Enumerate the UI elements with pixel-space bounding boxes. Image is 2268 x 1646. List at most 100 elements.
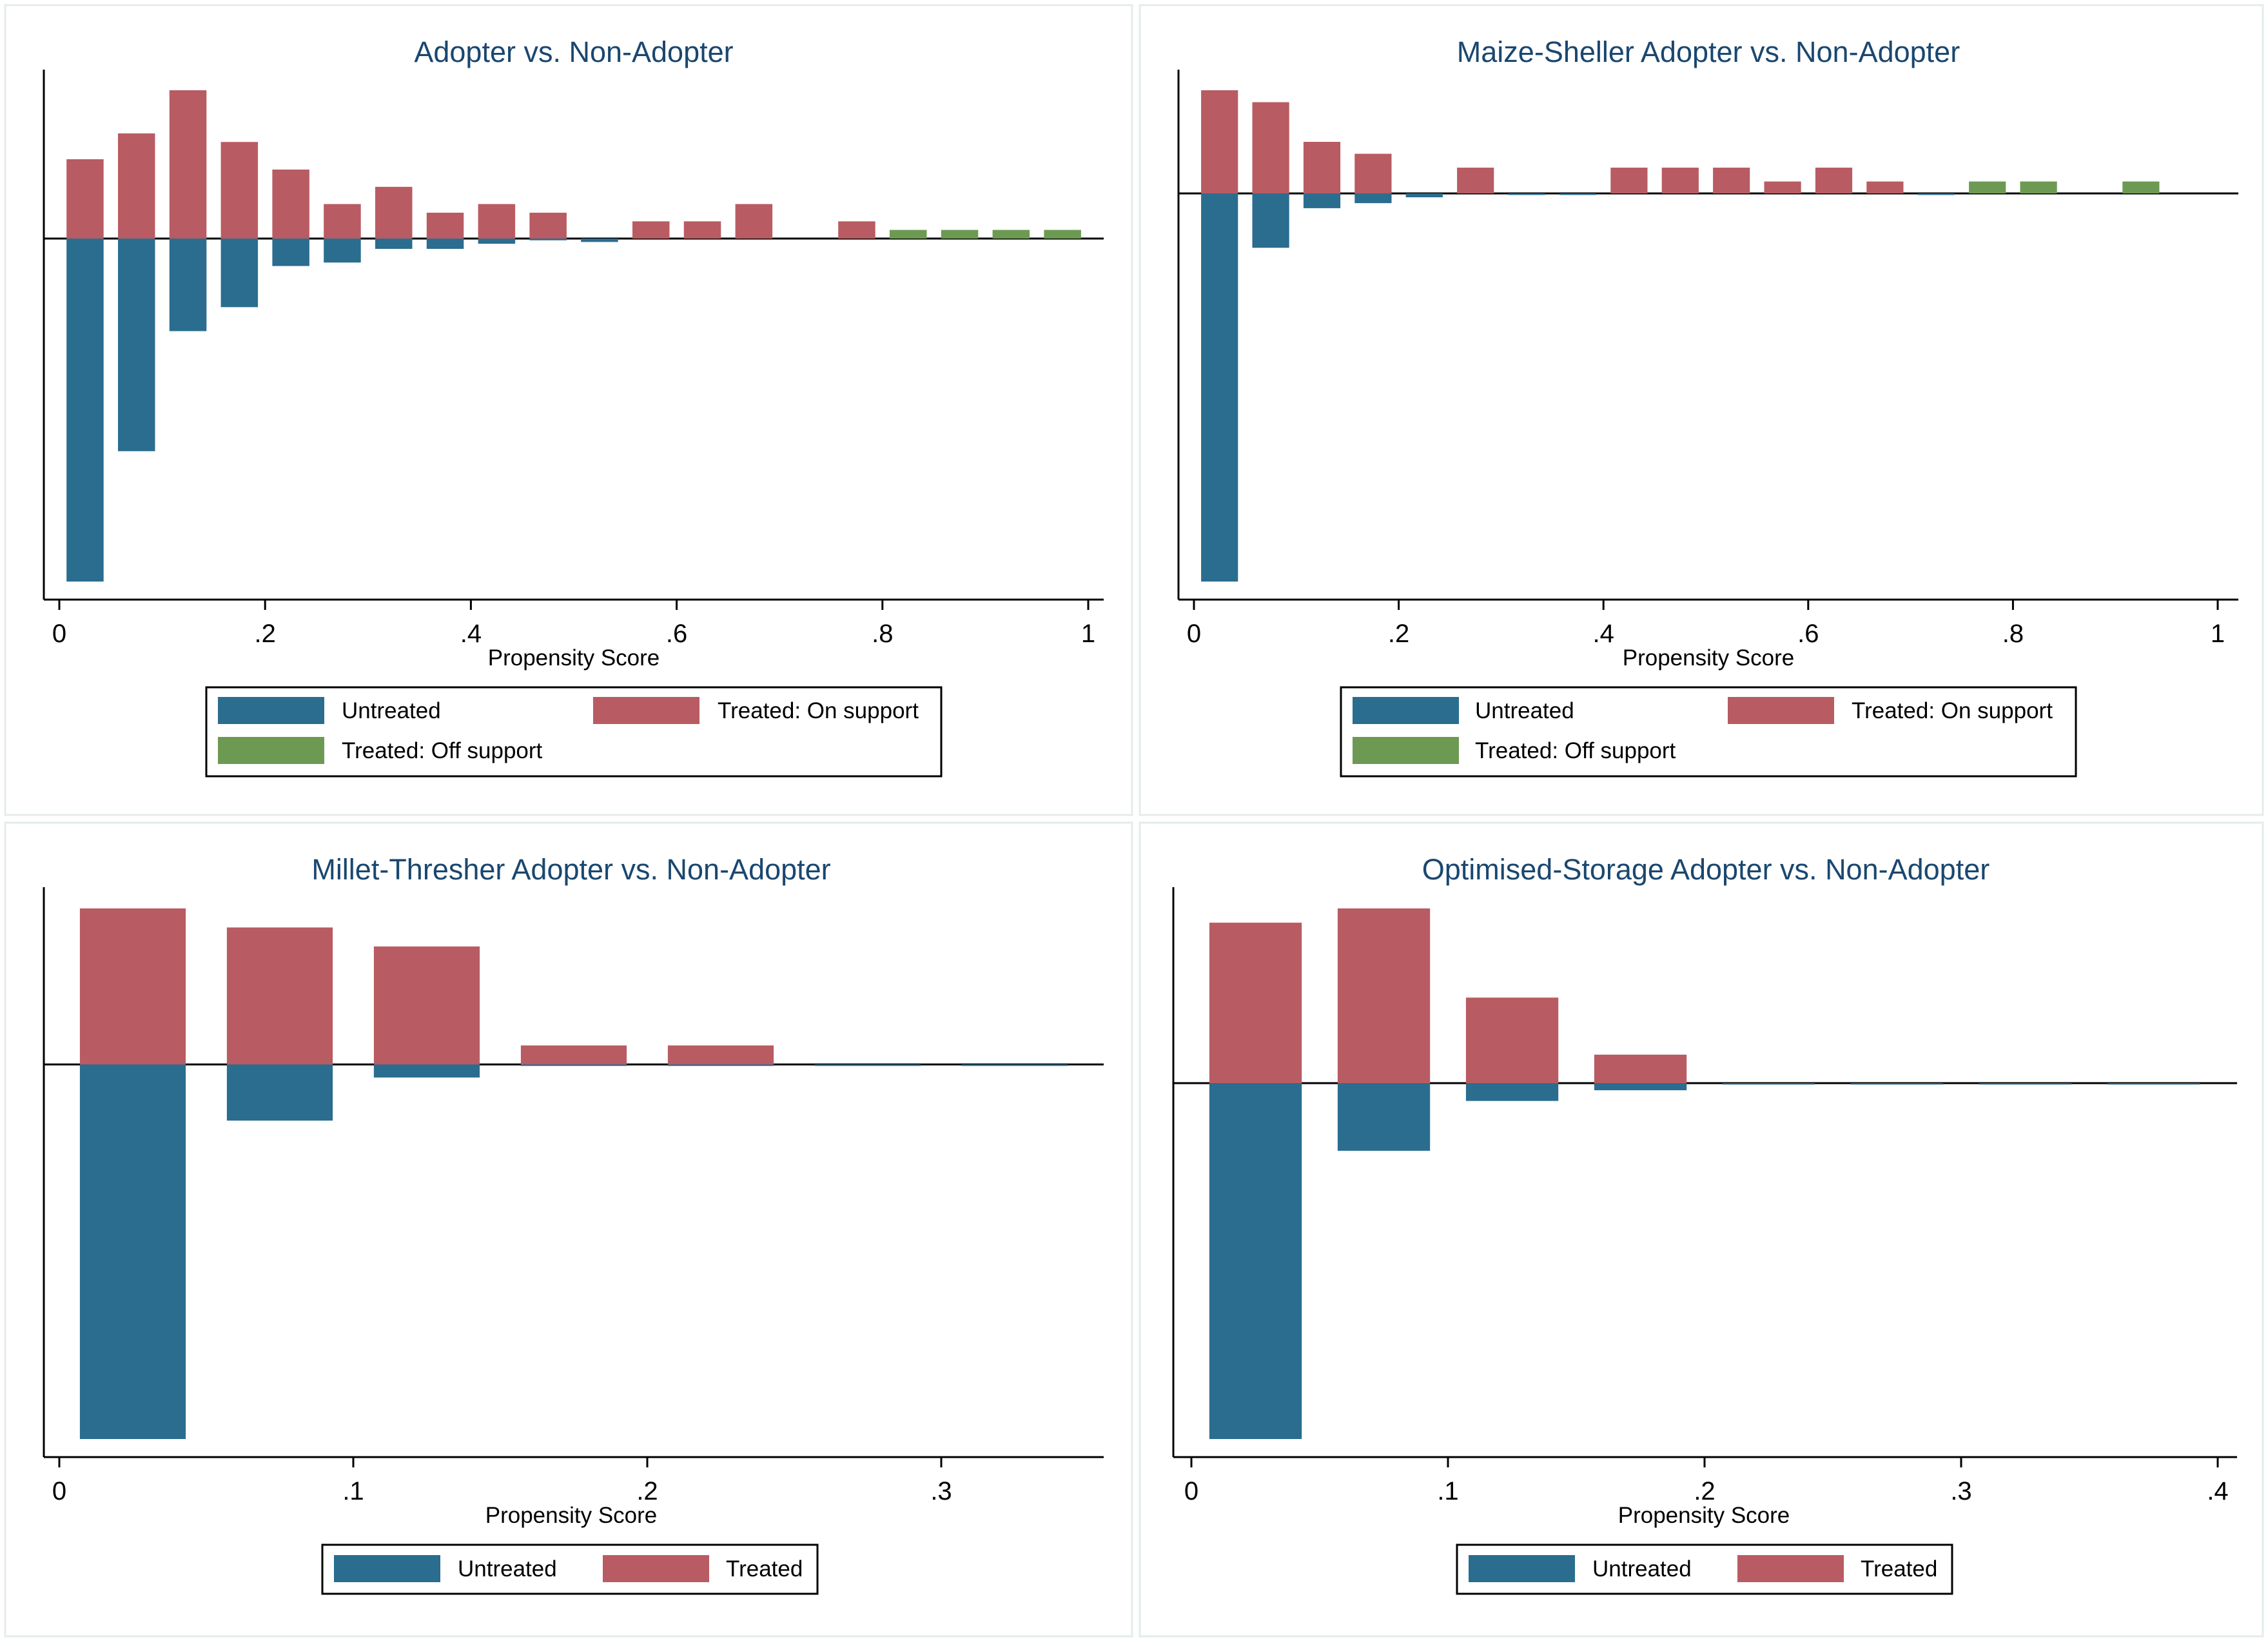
bar-untreated <box>814 1064 921 1066</box>
bar-untreated <box>1917 193 1955 195</box>
x-tick-label: .6 <box>666 620 687 648</box>
bar-untreated <box>272 239 309 266</box>
legend-label-off-support: Treated: Off support <box>1475 738 1676 763</box>
bar-untreated <box>1559 193 1597 195</box>
x-tick-label: 1 <box>1081 620 1095 648</box>
legend-box <box>205 686 943 778</box>
bars <box>66 90 1081 582</box>
bar-treated <box>838 221 875 239</box>
bar-treated <box>373 946 480 1064</box>
bar-untreated <box>1354 193 1392 204</box>
x-tick-label: .2 <box>255 620 276 648</box>
bar-treated <box>1815 168 1853 193</box>
legend-label-untreated: Untreated <box>1592 1556 1692 1582</box>
x-tick-label: .1 <box>342 1477 364 1505</box>
bar-untreated <box>118 239 155 451</box>
bar-treated <box>272 170 309 239</box>
legend: Untreated Treated <box>321 1543 819 1595</box>
bar-off_support <box>992 230 1030 239</box>
x-tick-label: .4 <box>2207 1477 2228 1505</box>
panel-frame <box>1139 821 2264 1638</box>
bar-untreated <box>1201 193 1238 582</box>
bar-treated <box>1661 168 1699 193</box>
x-tick-label: .4 <box>460 620 482 648</box>
x-tick-label: .8 <box>2002 620 2024 648</box>
bar-treated <box>1354 153 1392 193</box>
legend-swatch-treated <box>603 1555 709 1582</box>
bar-treated <box>66 159 104 239</box>
bar-untreated <box>1252 193 1289 248</box>
legend: Untreated Treated: On support Treated: O… <box>1340 686 2077 778</box>
bars <box>1201 90 2160 582</box>
bar-treated <box>667 1045 774 1064</box>
bar-untreated <box>1979 1083 2072 1085</box>
x-tick-label: .2 <box>636 1477 658 1505</box>
bar-untreated <box>324 239 361 263</box>
bar-off_support <box>890 230 927 239</box>
bar-treated <box>118 133 155 239</box>
x-tick-label: 0 <box>52 620 66 648</box>
bar-treated <box>1303 142 1341 193</box>
legend-swatch-treated <box>593 697 699 724</box>
bar-treated <box>169 90 207 239</box>
bar-untreated <box>478 239 516 244</box>
bar-untreated <box>1465 1083 1559 1101</box>
bar-off_support <box>2020 181 2057 193</box>
legend-swatch-treated <box>1737 1555 1844 1582</box>
legend: Untreated Treated <box>1456 1543 1953 1595</box>
bar-untreated <box>1594 1083 1687 1090</box>
bar-treated <box>1201 90 1238 193</box>
bar-untreated <box>66 239 104 582</box>
bar-untreated <box>1209 1083 1302 1439</box>
bar-untreated <box>1337 1083 1431 1151</box>
bar-untreated <box>529 239 567 240</box>
x-axis-title: Propensity Score <box>488 645 660 671</box>
bar-treated <box>226 927 333 1064</box>
bar-treated <box>426 212 464 239</box>
legend-label-off-support: Treated: Off support <box>342 738 543 763</box>
bar-untreated <box>1850 1083 1944 1085</box>
bar-treated <box>324 204 361 239</box>
legend-swatch-untreated <box>1469 1555 1575 1582</box>
legend-swatch-treated <box>1728 697 1834 724</box>
x-tick-label: .4 <box>1593 620 1614 648</box>
bar-treated <box>683 221 721 239</box>
bar-untreated <box>373 1064 480 1078</box>
bars <box>79 908 1068 1439</box>
x-tick-label: 0 <box>1184 1477 1198 1505</box>
bar-untreated <box>1405 193 1443 197</box>
panel-frame <box>4 821 1133 1638</box>
bar-treated <box>529 212 567 239</box>
bar-off_support <box>1044 230 1081 239</box>
legend-label-treated: Treated: On support <box>718 698 919 723</box>
x-axis-title: Propensity Score <box>1618 1503 1790 1528</box>
x-tick-label: .2 <box>1694 1477 1715 1505</box>
x-tick-label: 0 <box>52 1477 66 1505</box>
bar-untreated <box>961 1064 1068 1066</box>
bar-treated <box>1465 997 1559 1083</box>
bar-treated <box>632 221 670 239</box>
bar-treated <box>735 204 773 239</box>
bar-treated <box>1610 168 1648 193</box>
bar-treated <box>375 186 413 239</box>
bar-off_support <box>1969 181 2006 193</box>
legend-label-treated: Treated <box>726 1556 803 1582</box>
bar-untreated <box>581 239 618 242</box>
bar-untreated <box>667 1064 774 1066</box>
bar-treated <box>1594 1054 1687 1083</box>
bar-treated <box>220 142 259 239</box>
x-ticks: 0 .2 .4 .6 .8 1 <box>52 600 1095 648</box>
legend-swatch-untreated <box>1353 697 1459 724</box>
x-tick-label: .2 <box>1388 620 1409 648</box>
bar-treated <box>1209 923 1302 1083</box>
bar-untreated <box>426 239 464 249</box>
x-tick-label: .1 <box>1437 1477 1458 1505</box>
legend-label-untreated: Untreated <box>458 1556 557 1582</box>
chart-title: Adopter vs. Non-Adopter <box>414 35 733 68</box>
bar-treated <box>1457 168 1494 193</box>
x-tick-label: .3 <box>1950 1477 1971 1505</box>
panel-frame <box>1139 4 2264 816</box>
chart-title: Optimised-Storage Adopter vs. Non-Adopte… <box>1422 853 1989 886</box>
bar-untreated <box>520 1064 627 1066</box>
